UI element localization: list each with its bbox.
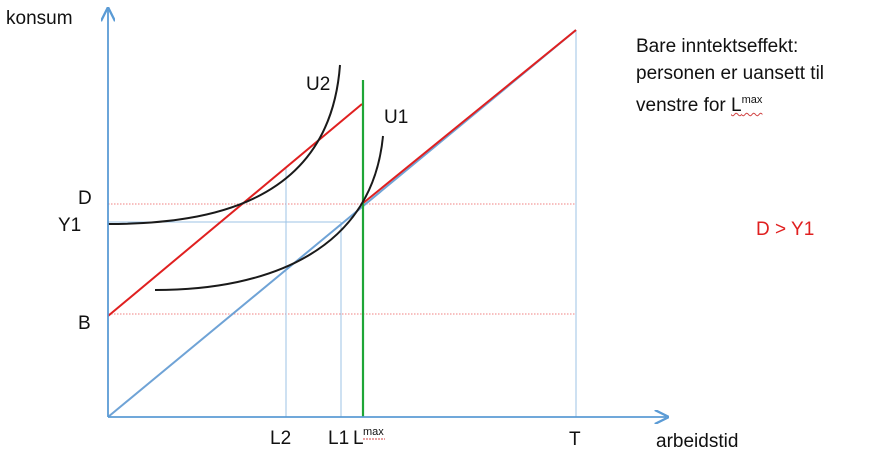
y-tick-b: B: [78, 313, 91, 334]
note-line-3: venstre for Lmax: [636, 87, 881, 119]
y-tick-y1: Y1: [58, 215, 81, 236]
x-tick-t: T: [569, 429, 581, 450]
note-line-1: Bare inntektseffekt:: [636, 36, 799, 57]
new-budget-line-left: [107, 103, 363, 317]
x-axis-label: arbeidstid: [656, 431, 738, 452]
note-lmax-base: L: [731, 95, 742, 116]
note-lmax: Lmax: [731, 94, 763, 116]
x-tick-l2: L2: [270, 428, 291, 449]
u2-label: U2: [306, 74, 330, 95]
x-tick-lmax: L: [353, 428, 364, 449]
note-line-3-prefix: venstre for: [636, 95, 732, 116]
y-axis-label: konsum: [6, 8, 73, 29]
note-line-2: personen er uansett til: [636, 63, 825, 84]
u1-label: U1: [384, 107, 408, 128]
x-tick-lmax-sup: max: [363, 426, 384, 438]
u2-curve: [107, 64, 341, 225]
explanation-note: Bare inntektseffekt: personen er uansett…: [636, 33, 881, 119]
note-lmax-sup: max: [741, 94, 763, 106]
y-tick-d: D: [78, 188, 92, 209]
x-tick-l1: L1: [328, 428, 349, 449]
comparison-note: D > Y1: [756, 219, 815, 240]
new-budget-line-right: [361, 29, 577, 205]
u1-curve: [154, 135, 384, 291]
